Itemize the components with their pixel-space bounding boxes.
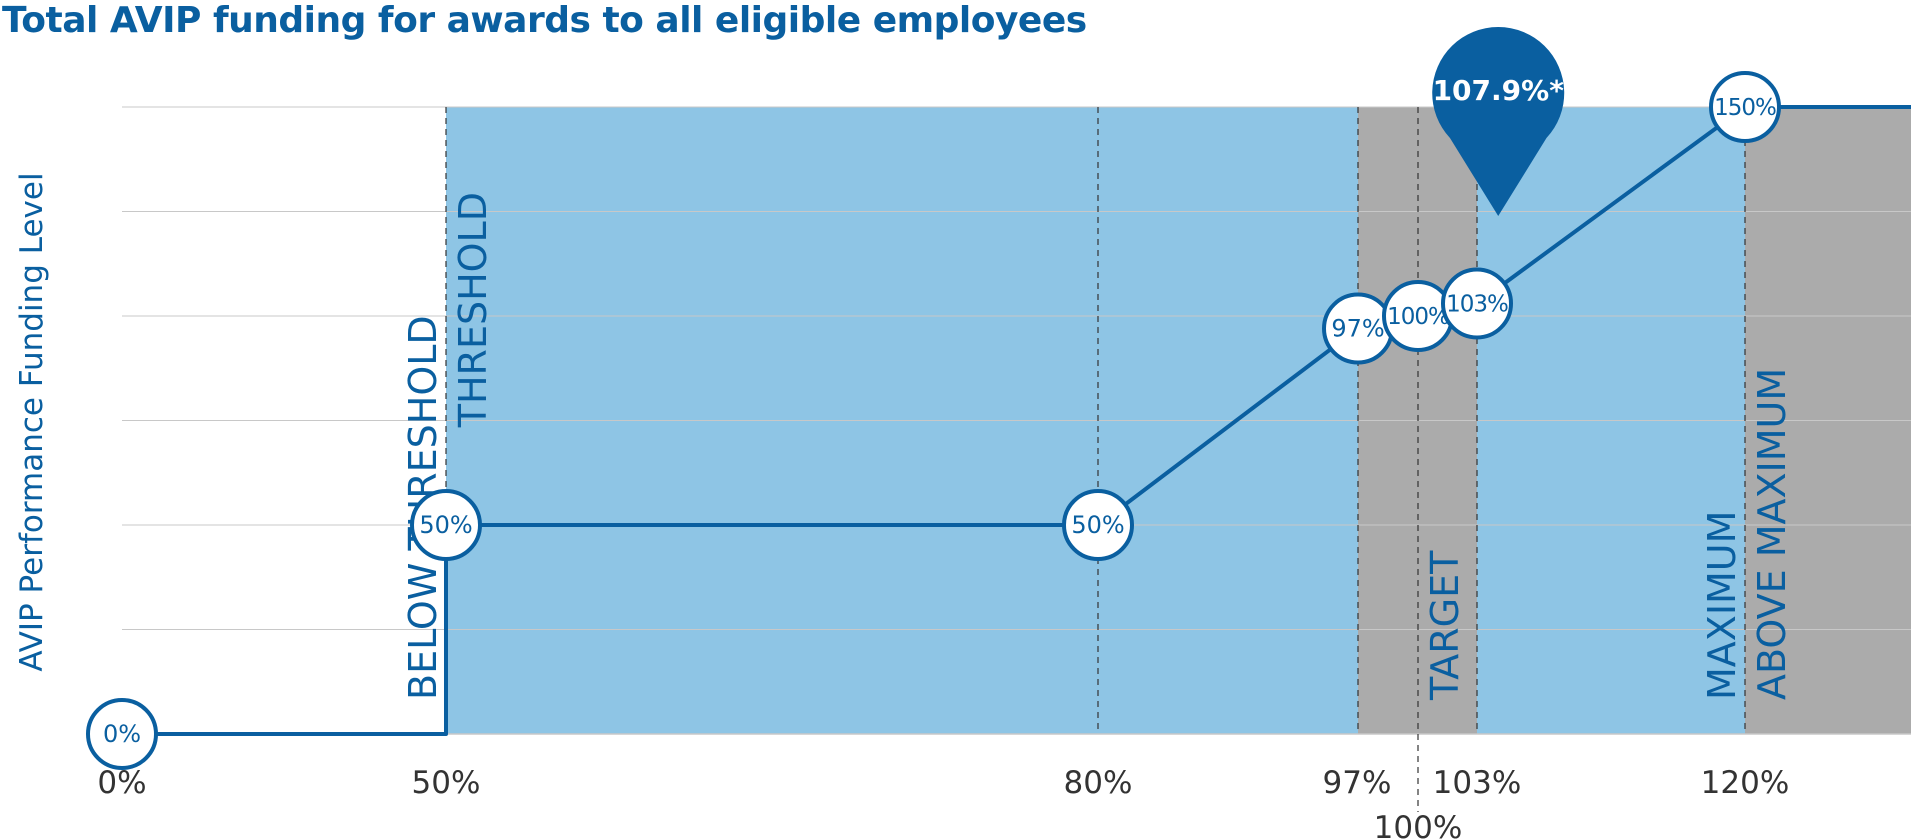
x-tick-label-2: 80% xyxy=(1064,765,1133,801)
data-label-1: 50% xyxy=(419,511,472,539)
data-point-2: 50% xyxy=(1062,489,1134,561)
x-tick-label-0: 0% xyxy=(97,765,146,801)
x-tick-label-3: 97% xyxy=(1323,765,1392,801)
points-layer: 0% 50% 50% 97% 100%103% 150% xyxy=(86,71,1781,770)
data-point-4: 100% xyxy=(1382,280,1454,352)
data-point-3: 97% xyxy=(1322,292,1394,365)
data-label-2: 50% xyxy=(1071,511,1124,539)
data-point-marker-5 xyxy=(1441,267,1513,340)
data-label-6: 150% xyxy=(1714,95,1776,121)
x-tick-label-6: 120% xyxy=(1701,765,1790,801)
zone-label-4: ABOVE MAXIMUM xyxy=(1750,368,1794,700)
result-label: 107.9%* xyxy=(1433,74,1565,107)
zone-label-3: MAXIMUM xyxy=(1700,511,1744,700)
zone-label-1: THRESHOLD xyxy=(451,192,495,428)
chart-title: Total AVIP funding for awards to all eli… xyxy=(2,0,1087,41)
zone-label-2: TARGET xyxy=(1423,550,1467,701)
data-point-marker-0 xyxy=(86,698,158,770)
data-point-marker-6 xyxy=(1709,71,1781,143)
data-point-1: 50% xyxy=(410,489,482,561)
data-point-6: 150% xyxy=(1709,71,1781,143)
x-tick-label-1: 50% xyxy=(412,765,481,801)
data-point-marker-2 xyxy=(1062,489,1134,561)
data-point-marker-1 xyxy=(410,489,482,561)
result-pin-icon xyxy=(1432,27,1565,216)
data-point-0: 0% xyxy=(86,698,158,770)
data-label-4: 100% xyxy=(1387,304,1449,330)
data-label-3: 97% xyxy=(1331,315,1384,343)
result-marker-layer: 107.9%* xyxy=(1432,27,1565,216)
data-point-5: 103% xyxy=(1441,267,1513,340)
y-axis-label: AVIP Performance Funding Level xyxy=(14,172,50,671)
axis-layer: 0% 50% 80% 97%100%103% 120%AVIP Performance … xyxy=(14,172,1789,840)
x-tick-label-5: 103% xyxy=(1433,765,1522,801)
x-tick-label-4: 100% xyxy=(1374,810,1463,840)
data-label-5: 103% xyxy=(1446,291,1508,317)
data-label-0: 0% xyxy=(103,720,141,748)
